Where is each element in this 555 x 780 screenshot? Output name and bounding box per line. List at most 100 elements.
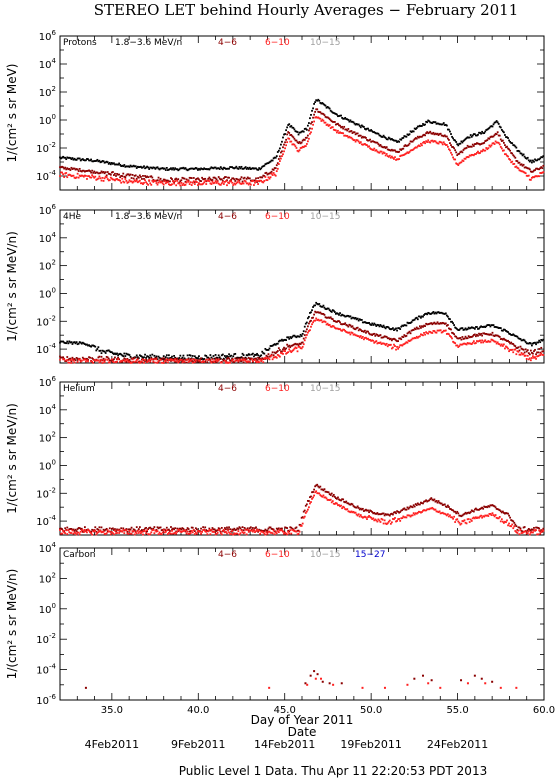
data-point (314, 101, 317, 104)
data-point (454, 521, 457, 523)
data-point (434, 331, 437, 334)
data-point (450, 320, 452, 323)
data-point (351, 316, 354, 319)
data-point (321, 118, 324, 121)
data-point (98, 349, 101, 352)
data-point (498, 327, 501, 329)
data-point (248, 177, 251, 180)
data-point (93, 530, 96, 533)
data-point (107, 530, 110, 533)
data-point (372, 149, 375, 151)
data-point (105, 349, 108, 352)
series-2 (59, 317, 545, 364)
data-point (266, 532, 269, 535)
data-point (409, 140, 412, 143)
data-point (386, 513, 389, 516)
data-point (468, 336, 471, 339)
data-point (489, 136, 492, 138)
data-point (427, 119, 430, 122)
data-point (445, 514, 448, 517)
data-point (431, 132, 434, 135)
data-point (278, 528, 281, 531)
data-point (89, 159, 91, 162)
data-point (360, 508, 363, 511)
data-point (86, 357, 88, 360)
date-label: 9Feb2011 (171, 738, 225, 751)
data-point (287, 351, 290, 354)
data-point (514, 348, 517, 351)
data-point (106, 171, 109, 173)
data-point (504, 520, 506, 523)
data-point (510, 341, 513, 344)
data-point (540, 339, 543, 341)
data-point (278, 349, 281, 351)
data-point (289, 346, 292, 349)
data-point (67, 342, 70, 345)
data-point (318, 99, 321, 102)
data-point (269, 355, 272, 357)
data-point (188, 360, 191, 363)
data-point (439, 132, 442, 135)
data-point (502, 131, 505, 134)
data-point (227, 529, 229, 532)
data-point (97, 528, 100, 531)
data-point (214, 354, 217, 356)
data-point (121, 359, 124, 362)
data-point (325, 316, 328, 319)
data-point (384, 344, 387, 346)
data-point (211, 180, 214, 183)
data-point (270, 170, 273, 173)
data-point (458, 142, 461, 145)
data-point (471, 517, 474, 520)
data-point (362, 338, 365, 341)
data-point (315, 99, 318, 102)
data-point (330, 110, 333, 113)
data-point (498, 516, 501, 518)
data-point (124, 358, 127, 361)
data-point (202, 528, 205, 531)
data-point (70, 361, 73, 364)
data-point (449, 130, 451, 133)
data-point (175, 532, 178, 535)
data-point (360, 124, 363, 127)
data-point (141, 360, 143, 363)
data-point (171, 178, 173, 181)
data-point (388, 154, 391, 157)
data-point (190, 357, 193, 360)
data-point (157, 167, 160, 170)
data-point (386, 345, 389, 348)
data-point (359, 328, 362, 331)
data-point (62, 340, 65, 343)
data-point (430, 132, 433, 135)
data-point (285, 352, 287, 355)
data-point (324, 121, 327, 124)
data-point (456, 143, 459, 146)
data-point (64, 156, 67, 159)
data-point (300, 516, 303, 519)
data-point (88, 169, 90, 172)
data-point (288, 348, 291, 351)
data-point (216, 356, 219, 359)
data-point (152, 181, 155, 183)
data-point (376, 520, 379, 523)
data-point (170, 177, 172, 179)
data-point (66, 526, 69, 529)
data-point (341, 329, 344, 332)
data-point (257, 183, 259, 185)
data-point (276, 342, 279, 345)
data-point (169, 530, 171, 532)
data-point (477, 142, 479, 145)
data-point (350, 120, 353, 123)
data-point (505, 136, 507, 138)
data-point (359, 134, 362, 137)
data-points (84, 670, 518, 689)
data-point (432, 131, 435, 134)
data-point (457, 520, 460, 523)
data-point (430, 322, 433, 325)
data-point (249, 529, 252, 532)
y-tick-base: 10 (39, 378, 52, 389)
data-point (261, 358, 264, 361)
data-point (350, 325, 353, 328)
data-point (174, 167, 177, 170)
data-point (206, 533, 209, 536)
